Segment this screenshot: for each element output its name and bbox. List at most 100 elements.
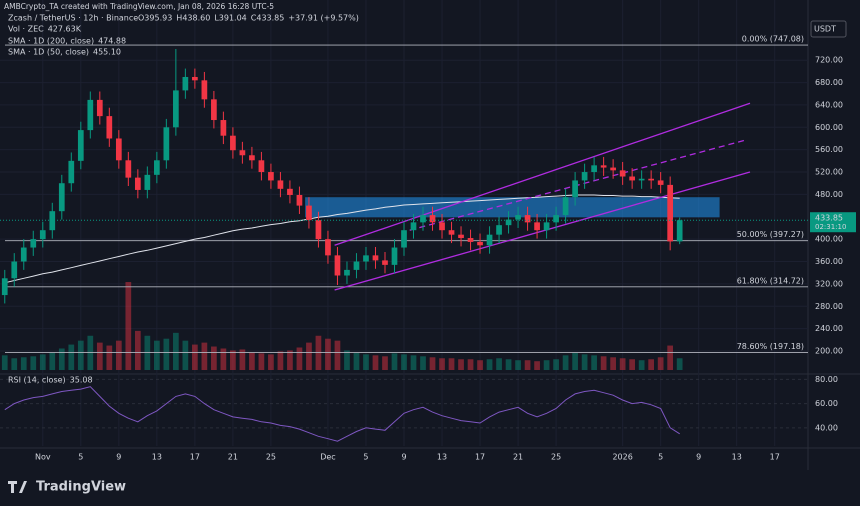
volume-bar [306,342,312,370]
rsi-tick-label: 80.00 [815,375,838,384]
candle-body [353,261,360,270]
y-tick-label: 280.00 [815,302,843,311]
candle-body [306,205,312,221]
candle-body [486,234,493,246]
candle-body [39,230,46,240]
x-tick-label: 2026 [612,453,632,462]
volume-bar [58,348,65,370]
x-tick-label: Nov [35,453,51,462]
y-tick-label: 600.00 [815,123,843,132]
legend-name: SMA · 1D (200, close) [8,37,94,46]
volume-bar [610,357,616,370]
x-tick-label: 17 [190,453,200,462]
volume-bar [391,353,398,370]
y-tick-label: 680.00 [815,78,843,87]
volume-bar [477,360,483,370]
x-tick-label: 9 [401,453,406,462]
volume-bar [372,355,379,370]
candle-body [524,215,531,223]
volume-bar [296,347,303,370]
volume-bar [249,352,255,370]
x-tick-label: 9 [696,453,701,462]
volume-bar [401,354,407,370]
candle-body [391,247,398,265]
x-tick-label: 13 [437,453,447,462]
y-tick-label: 480.00 [815,190,843,199]
volume-bar [648,359,655,370]
candle-body [220,120,227,136]
candle-body [467,238,474,242]
volume-bar [211,346,217,370]
volume-bar [534,361,540,370]
candle-body [49,211,56,231]
volume-bar [638,360,645,370]
candle-body [591,165,597,173]
volume-bar [49,352,56,370]
currency-button[interactable] [810,20,847,38]
volume-bar [467,359,474,370]
volume-bar [382,356,388,370]
volume-bar [572,352,578,370]
volume-bar [657,357,664,370]
volume-bar [30,356,37,370]
volume-bar [363,354,369,370]
volume-bar [591,355,597,370]
volume-bar [429,357,436,370]
volume-bar [77,340,84,370]
candle-body [401,230,407,248]
candle-body [239,150,246,156]
candle-body [125,160,132,178]
volume-bar [334,340,341,370]
currency[interactable]: USDT [814,25,836,34]
channel-line [334,102,751,246]
volume-bar [192,344,198,370]
candle-body [448,230,455,235]
candle-body [505,219,512,226]
x-tick-label: 25 [266,453,276,462]
candle-body [477,241,483,246]
y-tick-label: 320.00 [815,279,843,288]
candle-body [410,222,417,231]
y-tick-label: 520.00 [815,168,843,177]
candle-body [382,260,388,265]
x-tick-label: 9 [116,453,121,462]
zone [305,197,720,218]
candle-body [420,215,426,223]
candle-body [334,255,341,276]
volume-bar [153,340,160,370]
volume-bar [287,350,293,370]
candle-body [657,180,664,185]
candle-body [211,99,217,121]
candle-body [287,188,293,195]
candle-body [182,76,189,91]
last-price-box [810,212,856,233]
brand-logo [8,481,27,493]
candle-body [1,278,8,296]
candle-body [496,225,502,235]
volume-bar [230,350,236,370]
volume-bar [439,358,445,370]
volume-bar [173,332,179,370]
volume-bar [410,355,417,370]
candle-body [173,90,179,128]
ohlc-label: L391.04 [214,14,246,23]
volume-bar [182,340,189,370]
volume-bar [325,338,331,370]
volume-bar [11,358,18,370]
candle-body [58,183,65,212]
volume-bar [458,359,464,370]
volume-bar [448,358,455,370]
rsi-tick-label: 40.00 [815,423,838,432]
fib-label: 78.60% (197.18) [737,342,804,351]
y-tick-label: 720.00 [815,56,843,65]
candle-body [277,180,284,189]
candle-body [363,255,369,262]
candle-body [115,138,122,161]
candle-body [96,99,103,117]
candle-body [201,80,208,100]
candle-body [258,160,265,173]
candle-body [30,239,37,248]
x-tick-label: 21 [228,453,238,462]
candle-body [619,170,626,177]
ohlc-label: +37.91 (+9.57%) [288,14,359,23]
